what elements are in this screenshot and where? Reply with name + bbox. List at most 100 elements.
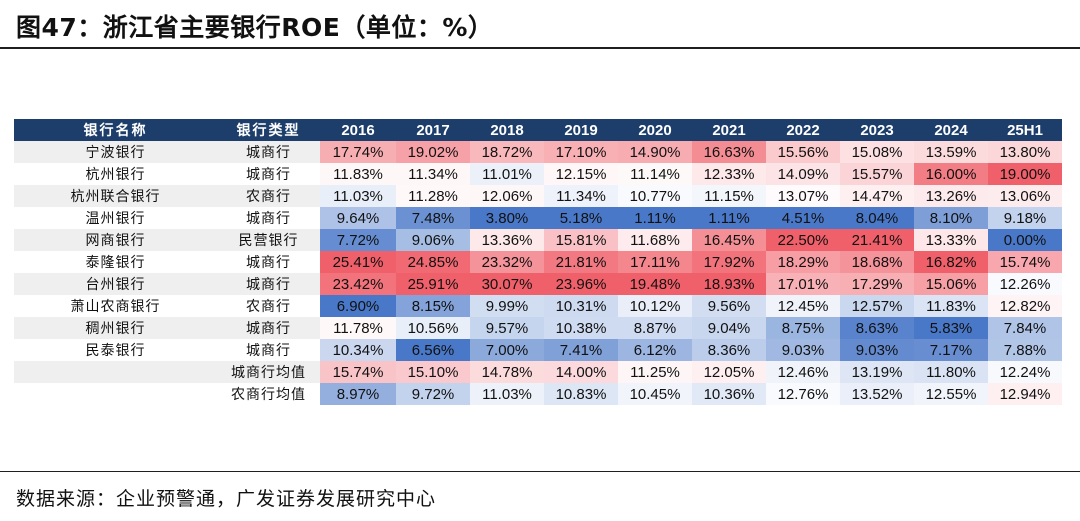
table-row: 杭州联合银行 农商行 11.03% 11.28% 12.06% 11.34% 10.77% 1…: [14, 185, 1062, 207]
table-row: 网商银行 民营银行 7.72% 9.06% 13.36% 15.81% 11.68% 16.4…: [14, 229, 1062, 251]
header-0: 银行名称: [14, 119, 217, 141]
roe-value-cell: 13.06%: [988, 185, 1062, 207]
roe-value-cell: 12.76%: [766, 383, 840, 405]
bank-name-cell: [14, 383, 217, 405]
roe-value-cell: 6.56%: [396, 339, 470, 361]
roe-value-cell: 12.24%: [988, 361, 1062, 383]
roe-value-cell: 16.00%: [914, 163, 988, 185]
roe-value-cell: 14.78%: [470, 361, 544, 383]
header-2: 2016: [320, 119, 396, 141]
bank-type-cell: 农商行: [217, 185, 320, 207]
roe-value-cell: 14.47%: [840, 185, 914, 207]
roe-value-cell: 19.02%: [396, 141, 470, 163]
roe-value-cell: 8.36%: [692, 339, 766, 361]
header-1: 银行类型: [217, 119, 320, 141]
roe-value-cell: 15.74%: [988, 251, 1062, 273]
bank-type-cell: 城商行: [246, 211, 291, 227]
header-9: 2023: [840, 119, 914, 141]
roe-value-cell: 15.56%: [766, 141, 840, 163]
roe-value-cell: 11.34%: [396, 163, 470, 185]
roe-value-cell: 11.14%: [618, 163, 692, 185]
roe-value-cell: 12.55%: [914, 383, 988, 405]
roe-value-cell: 25.41%: [320, 251, 396, 273]
roe-value-cell: 25.91%: [396, 273, 470, 295]
roe-value-cell: 9.04%: [692, 317, 766, 339]
roe-value-cell: 1.11%: [692, 207, 766, 229]
bank-name-cell: [14, 361, 217, 383]
bank-type-cell: 城商行: [246, 167, 291, 183]
roe-value-cell: 13.52%: [840, 383, 914, 405]
roe-value-cell: 13.36%: [470, 229, 544, 251]
roe-value-cell: 16.45%: [692, 229, 766, 251]
table-row: 稠州银行 城商行 11.78% 10.56% 9.57% 10.38% 8.87% 9.04%…: [14, 317, 1062, 339]
roe-heatmap-table: 银行名称 银行类型 2016 2017 2018 2019 2020 2021 2022 2023…: [14, 119, 1062, 405]
table-row: 泰隆银行 城商行 25.41% 24.85% 23.32% 21.81% 17.11% 17.…: [14, 251, 1062, 273]
bank-type-cell: 农商行: [246, 299, 291, 315]
roe-value-cell: 3.80%: [470, 207, 544, 229]
roe-value-cell: 13.07%: [766, 185, 840, 207]
roe-value-cell: 19.00%: [988, 163, 1062, 185]
header-11: 25H1: [988, 119, 1062, 141]
table-header-row: 银行名称 银行类型 2016 2017 2018 2019 2020 2021 2022 2023…: [14, 119, 1062, 141]
roe-value-cell: 16.63%: [692, 141, 766, 163]
roe-value-cell: 9.18%: [988, 207, 1062, 229]
bank-type-cell: 城商行均值: [217, 361, 320, 383]
roe-value-cell: 8.87%: [618, 317, 692, 339]
header-3: 2017: [396, 119, 470, 141]
bank-type-cell: 城商行: [246, 255, 291, 271]
roe-value-cell: 9.03%: [766, 339, 840, 361]
table-row: 萧山农商银行 农商行 6.90% 8.15% 9.99% 10.31% 10.12% 9.56…: [14, 295, 1062, 317]
roe-value-cell: 6.12%: [618, 339, 692, 361]
header-7: 2021: [692, 119, 766, 141]
roe-value-cell: 17.10%: [544, 141, 618, 163]
table-row: 杭州银行 城商行 11.83% 11.34% 11.01% 12.15% 11.14% 12.…: [14, 163, 1062, 185]
header-5: 2019: [544, 119, 618, 141]
roe-value-cell: 8.04%: [840, 207, 914, 229]
footer-divider: [0, 471, 1080, 472]
roe-value-cell: 8.10%: [914, 207, 988, 229]
roe-value-cell: 12.82%: [988, 295, 1062, 317]
roe-value-cell: 13.33%: [914, 229, 988, 251]
roe-value-cell: 10.77%: [618, 185, 692, 207]
roe-value-cell: 11.25%: [618, 361, 692, 383]
roe-value-cell: 8.97%: [320, 383, 396, 405]
roe-value-cell: 11.78%: [320, 317, 396, 339]
bank-name-cell: 杭州联合银行: [14, 185, 217, 207]
roe-value-cell: 19.48%: [618, 273, 692, 295]
roe-value-cell: 17.74%: [320, 141, 396, 163]
bank-name-cell: 杭州银行: [85, 167, 146, 183]
roe-value-cell: 14.00%: [544, 361, 618, 383]
roe-value-cell: 11.03%: [470, 383, 544, 405]
roe-value-cell: 12.26%: [988, 273, 1062, 295]
figure-title: 图47：浙江省主要银行ROE（单位：%）: [16, 13, 494, 42]
title-divider: [0, 47, 1080, 49]
roe-value-cell: 7.72%: [320, 229, 396, 251]
bank-type-cell: 农商行均值: [231, 387, 306, 403]
roe-value-cell: 24.85%: [396, 251, 470, 273]
bank-type-cell: 城商行: [217, 141, 320, 163]
roe-value-cell: 18.29%: [766, 251, 840, 273]
roe-value-cell: 10.38%: [544, 317, 618, 339]
roe-value-cell: 13.26%: [914, 185, 988, 207]
roe-value-cell: 9.03%: [840, 339, 914, 361]
source-note: 数据来源：企业预警通，广发证券发展研究中心: [16, 488, 437, 510]
bank-name-cell: 萧山农商银行: [70, 299, 161, 315]
roe-value-cell: 23.32%: [470, 251, 544, 273]
roe-value-cell: 15.06%: [914, 273, 988, 295]
roe-value-cell: 16.82%: [914, 251, 988, 273]
table-row: 温州银行 城商行 9.64% 7.48% 3.80% 5.18% 1.11% 1.11% 4.5…: [14, 207, 1062, 229]
table-row: 农商行均值 8.97% 9.72% 11.03% 10.83% 10.45% 10.36% 1…: [14, 383, 1062, 405]
roe-value-cell: 13.80%: [988, 141, 1062, 163]
roe-value-cell: 7.00%: [470, 339, 544, 361]
roe-value-cell: 8.63%: [840, 317, 914, 339]
roe-value-cell: 30.07%: [470, 273, 544, 295]
roe-value-cell: 11.68%: [618, 229, 692, 251]
roe-value-cell: 10.56%: [396, 317, 470, 339]
roe-value-cell: 11.80%: [914, 361, 988, 383]
roe-value-cell: 12.15%: [544, 163, 618, 185]
roe-value-cell: 12.57%: [840, 295, 914, 317]
bank-name-cell: 温州银行: [85, 211, 146, 227]
roe-value-cell: 14.09%: [766, 163, 840, 185]
roe-value-cell: 10.12%: [618, 295, 692, 317]
roe-value-cell: 12.94%: [988, 383, 1062, 405]
